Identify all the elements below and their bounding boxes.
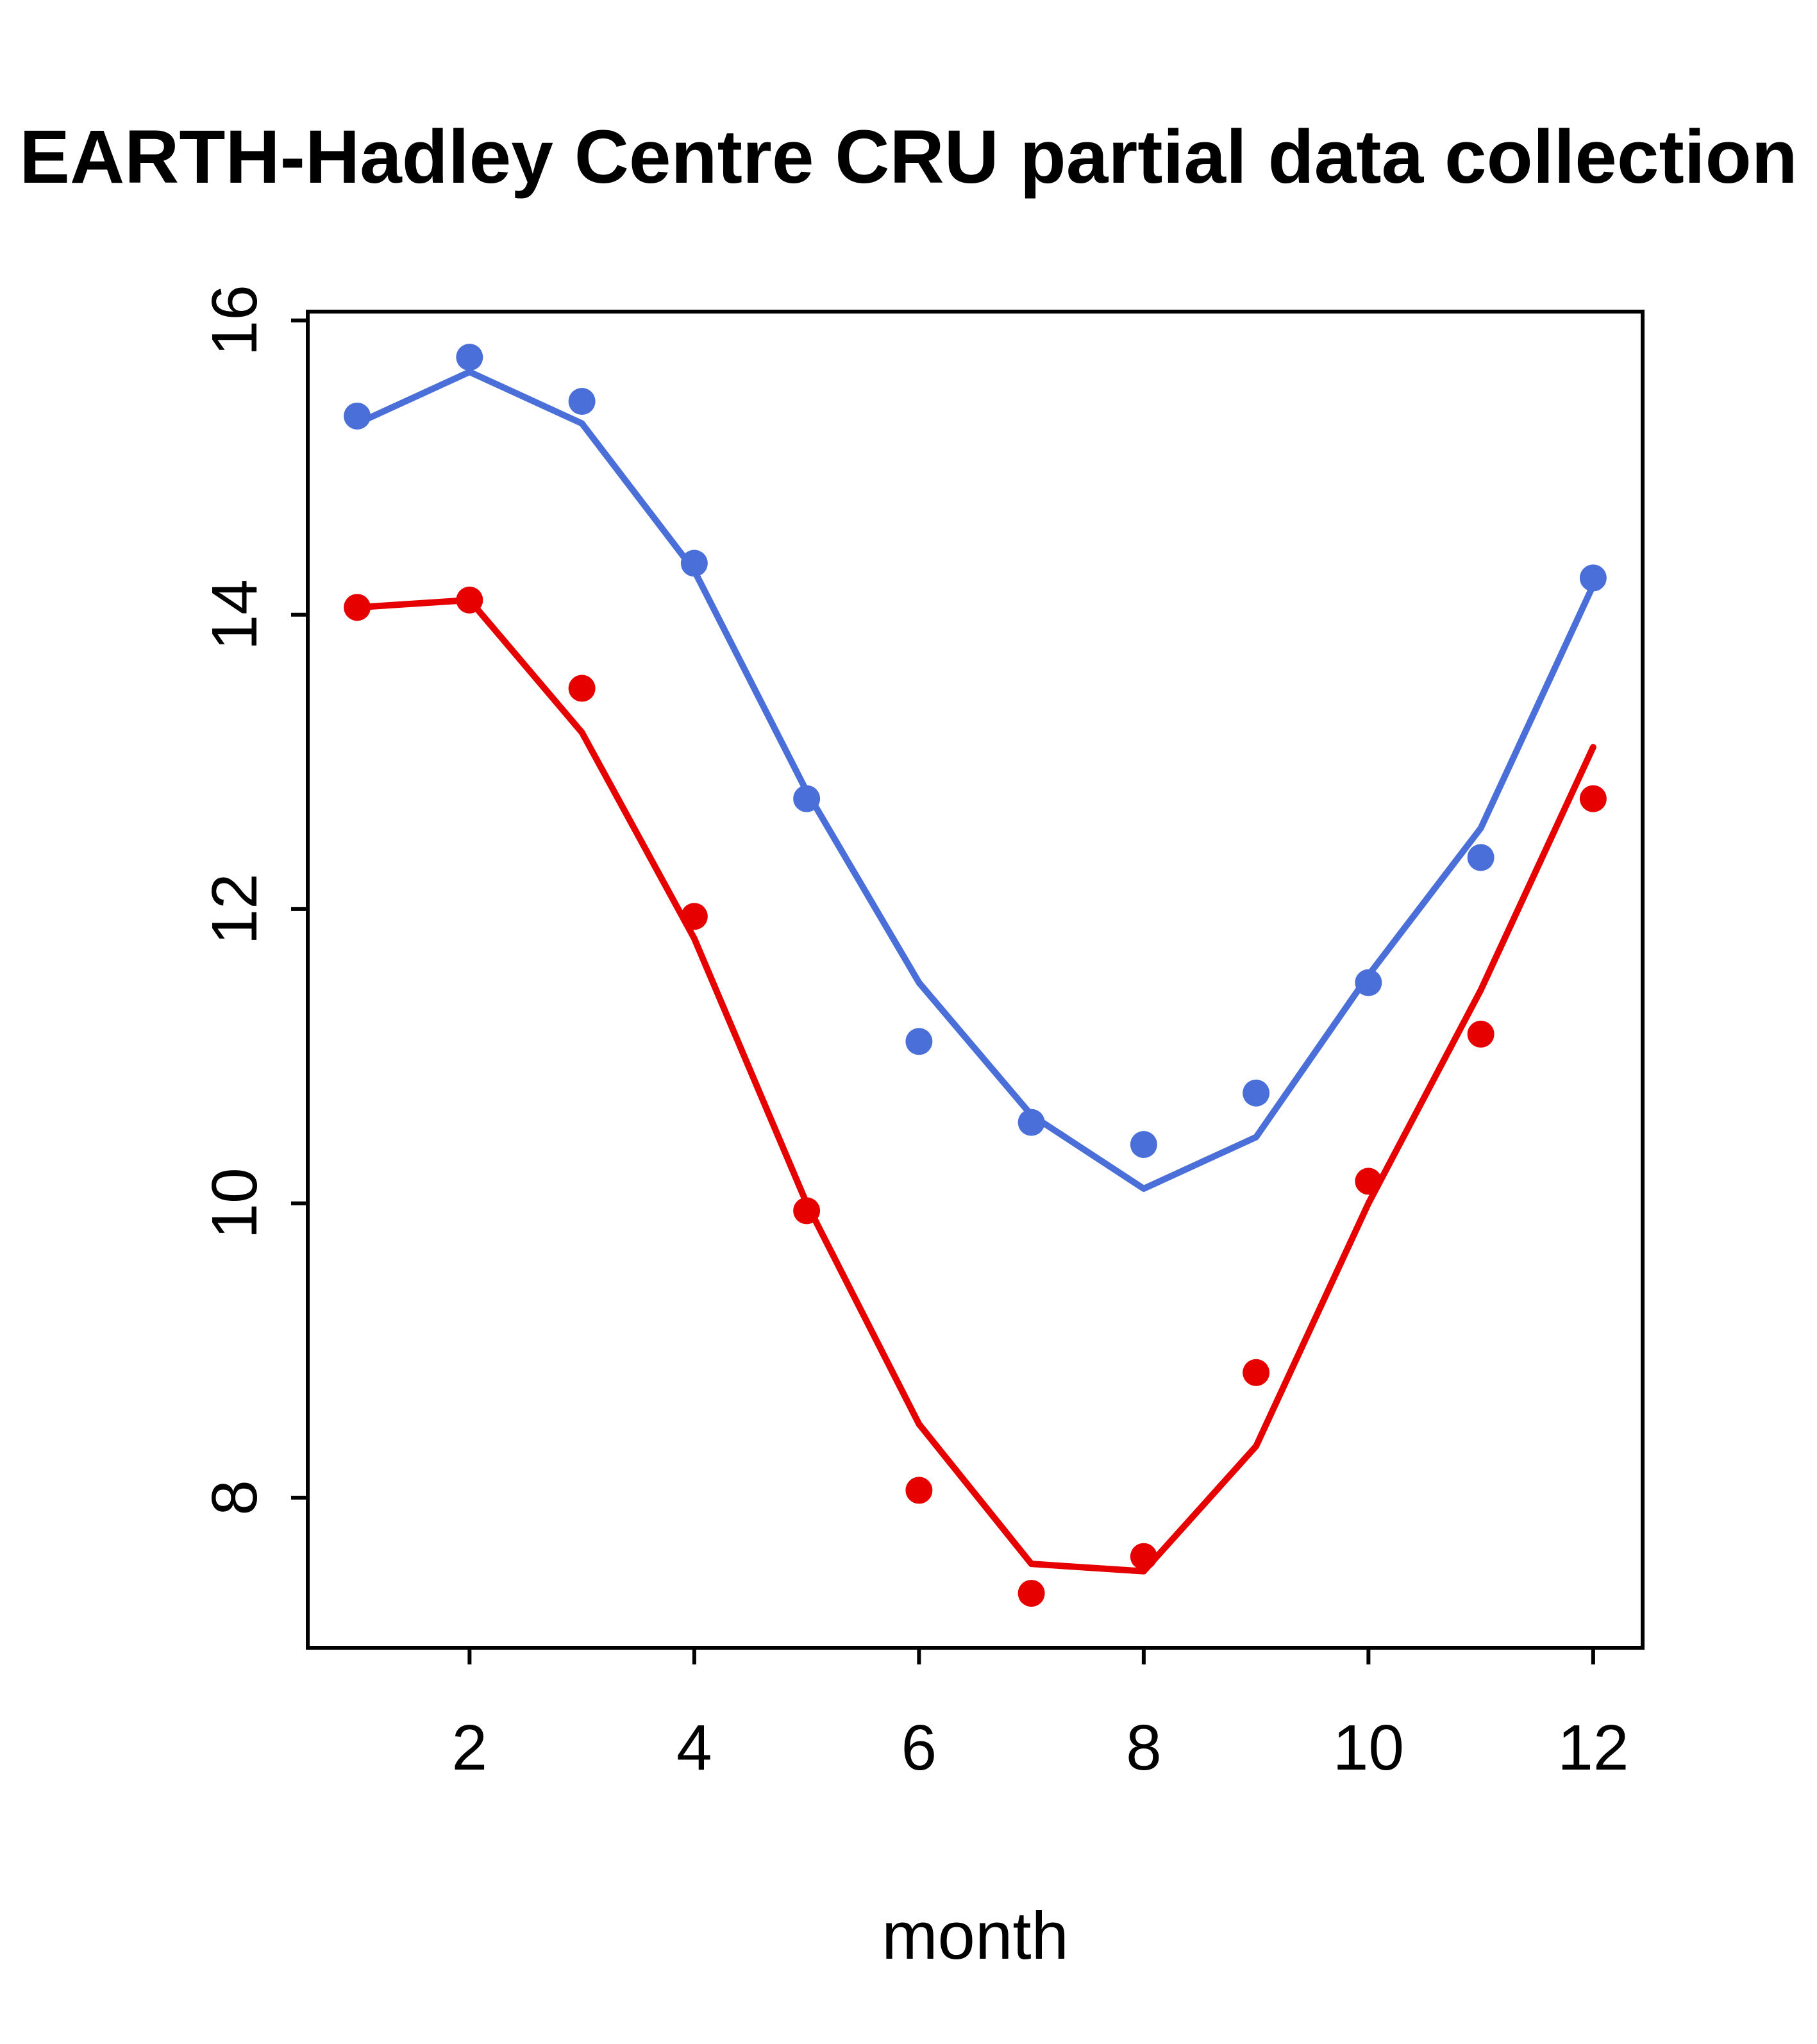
- y-tick-label: 16: [199, 285, 271, 356]
- blue-series-point: [1130, 1131, 1157, 1159]
- plot-area: 2 4 6 8 10 12 8 10 12 14 16: [199, 285, 1645, 1784]
- x-tick-label: 10: [1333, 1712, 1404, 1784]
- blue-series-point: [568, 388, 596, 415]
- red-series-line: [354, 596, 1596, 1575]
- blue-series-point: [1243, 1079, 1270, 1107]
- blue-series-point: [680, 549, 708, 577]
- blue-series-point: [905, 1028, 933, 1055]
- blue-series-point: [1017, 1109, 1045, 1136]
- blue-series-point: [1355, 969, 1382, 996]
- red-series-point: [568, 674, 596, 702]
- red-series-point: [1017, 1580, 1045, 1607]
- y-tick-label: 12: [199, 873, 271, 944]
- x-axis-label: month: [882, 1898, 1069, 1973]
- x-tick-label: 6: [901, 1712, 937, 1784]
- blue-series-point: [344, 402, 371, 430]
- red-series-point: [1355, 1168, 1382, 1195]
- red-series-point: [1243, 1359, 1270, 1386]
- x-tick-label: 2: [452, 1712, 488, 1784]
- red-series-point: [905, 1477, 933, 1504]
- red-series-point: [680, 903, 708, 930]
- blue-series-point: [1579, 564, 1607, 592]
- red-series-point: [344, 594, 371, 621]
- red-series-point: [1130, 1543, 1157, 1570]
- y-tick-label: 10: [199, 1168, 271, 1239]
- y-tick-label: 14: [199, 579, 271, 650]
- blue-series-point: [793, 785, 821, 812]
- red-series-point: [1579, 785, 1607, 812]
- x-tick-label: 4: [676, 1712, 712, 1784]
- chart-title: EARTH-Hadley Centre CRU partial data col…: [19, 115, 1798, 199]
- blue-series-point: [456, 344, 483, 371]
- blue-series-point: [1467, 844, 1495, 871]
- y-tick-label: 8: [199, 1480, 271, 1516]
- red-series-point: [456, 586, 483, 614]
- x-tick-label: 8: [1126, 1712, 1162, 1784]
- blue-series-line: [354, 369, 1596, 1192]
- plot-box: [306, 310, 1645, 1650]
- x-tick-label: 12: [1557, 1712, 1629, 1784]
- red-series-point: [1467, 1020, 1495, 1048]
- red-series-point: [793, 1197, 821, 1225]
